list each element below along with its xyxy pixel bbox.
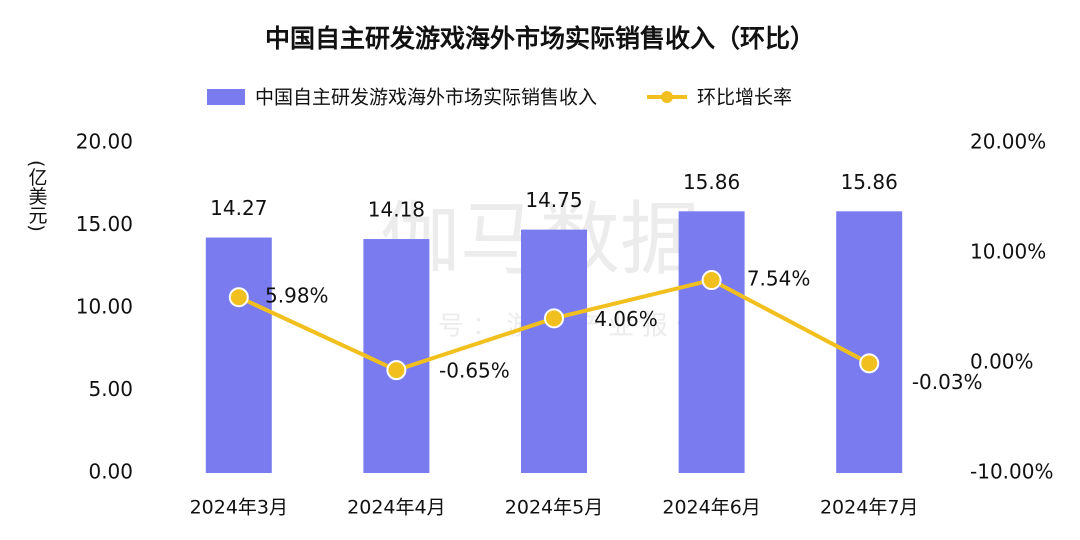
data-label: 5.98% xyxy=(265,284,329,308)
x-tick-label: 2024年7月 xyxy=(820,497,918,519)
bar xyxy=(836,211,903,473)
line-point xyxy=(386,360,407,381)
legend-swatch xyxy=(661,91,674,103)
data-label: 15.86 xyxy=(841,170,898,194)
y2-tick-label: 0.00% xyxy=(970,350,1034,374)
x-tick-label: 2024年4月 xyxy=(347,497,445,519)
data-label: 15.86 xyxy=(683,170,740,194)
data-label: -0.03% xyxy=(912,370,983,394)
y2-tick-label: 10.00% xyxy=(970,240,1046,264)
y-tick-label: 0.00 xyxy=(88,460,133,484)
y-tick-label: 5.00 xyxy=(88,377,133,401)
line-point xyxy=(859,353,880,374)
bar xyxy=(678,211,745,473)
x-tick-label: 2024年5月 xyxy=(505,497,603,519)
legend-label: 环比增长率 xyxy=(697,87,792,109)
line-point xyxy=(228,287,249,308)
y2-tick-label: -10.00% xyxy=(970,460,1053,484)
data-label: 7.54% xyxy=(747,267,811,291)
y-tick-label: 20.00 xyxy=(76,130,133,154)
legend-label: 中国自主研发游戏海外市场实际销售收入 xyxy=(255,87,597,109)
bar xyxy=(521,229,587,473)
y-tick-label: 15.00 xyxy=(76,212,133,236)
x-tick-label: 2024年3月 xyxy=(190,497,288,519)
line-point xyxy=(544,308,564,329)
line-point xyxy=(701,270,722,291)
data-label: 14.75 xyxy=(525,188,582,212)
data-label: -0.65% xyxy=(439,359,510,383)
data-label: 14.18 xyxy=(368,198,425,222)
bar xyxy=(363,239,430,473)
legend-swatch xyxy=(207,89,245,105)
data-label: 4.06% xyxy=(594,307,658,331)
y2-tick-label: 20.00% xyxy=(970,130,1046,154)
x-tick-label: 2024年6月 xyxy=(662,497,760,519)
data-label: 14.27 xyxy=(210,196,267,220)
bar xyxy=(205,237,272,473)
chart-title: 中国自主研发游戏海外市场实际销售收入（环比） xyxy=(265,24,815,53)
y-axis-label: (亿美元) xyxy=(26,160,48,232)
y-tick-label: 10.00 xyxy=(76,295,133,319)
